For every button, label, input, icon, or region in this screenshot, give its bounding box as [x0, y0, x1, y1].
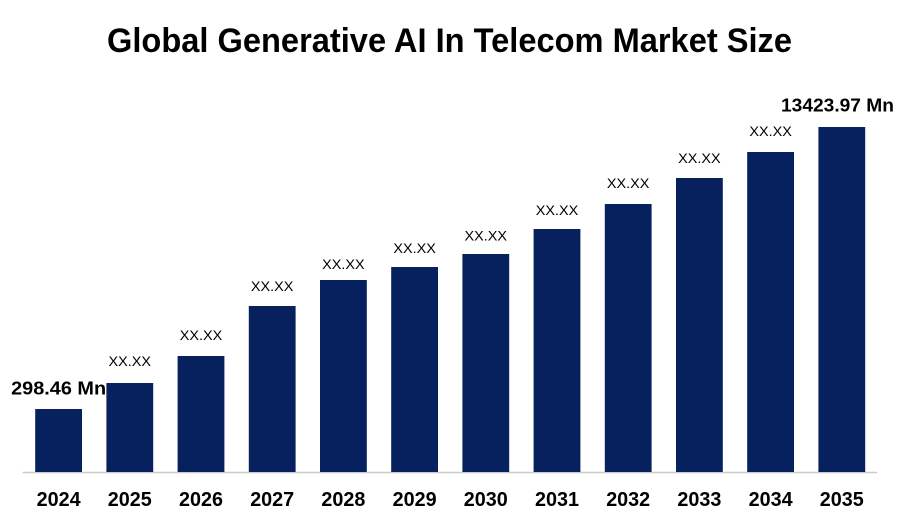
svg-text:2027: 2027 — [250, 489, 294, 511]
svg-text:XX.XX: XX.XX — [109, 353, 152, 369]
svg-text:2032: 2032 — [606, 489, 650, 511]
svg-text:2029: 2029 — [393, 489, 437, 511]
svg-text:XX.XX: XX.XX — [251, 278, 294, 294]
svg-text:XX.XX: XX.XX — [607, 175, 650, 191]
svg-text:2024: 2024 — [37, 489, 82, 511]
svg-text:2025: 2025 — [108, 489, 152, 511]
svg-text:2030: 2030 — [464, 489, 508, 511]
svg-text:XX.XX: XX.XX — [536, 202, 579, 218]
svg-text:2035: 2035 — [820, 489, 864, 511]
svg-text:XX.XX: XX.XX — [678, 150, 721, 166]
svg-text:2034: 2034 — [749, 489, 794, 511]
svg-text:2031: 2031 — [535, 489, 579, 511]
svg-text:XX.XX: XX.XX — [322, 256, 365, 272]
svg-text:2033: 2033 — [677, 489, 721, 511]
svg-text:298.46 Mn: 298.46 Mn — [11, 379, 106, 399]
svg-text:XX.XX: XX.XX — [393, 240, 436, 256]
svg-text:13423.97 Mn: 13423.97 Mn — [781, 96, 894, 116]
svg-text:Global Generative AI In Teleco: Global Generative AI In Telecom Market S… — [107, 22, 792, 60]
svg-text:XX.XX: XX.XX — [465, 228, 508, 244]
svg-text:XX.XX: XX.XX — [180, 327, 223, 343]
svg-text:XX.XX: XX.XX — [749, 123, 792, 139]
svg-text:2028: 2028 — [321, 489, 365, 511]
svg-text:2026: 2026 — [179, 489, 223, 511]
